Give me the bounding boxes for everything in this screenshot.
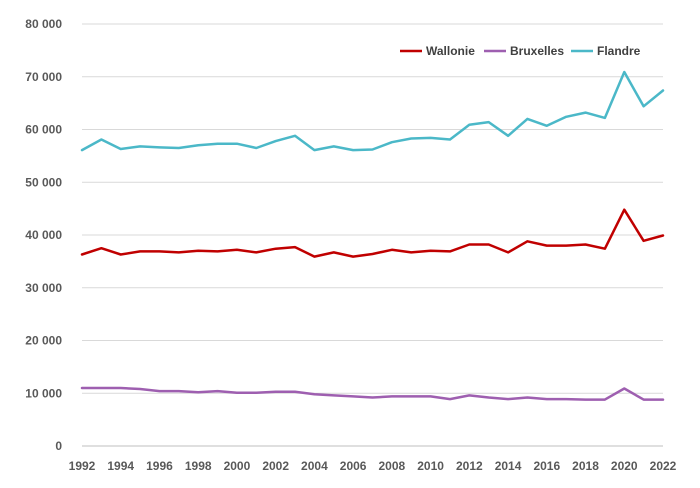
legend: Wallonie Bruxelles Flandre bbox=[400, 44, 641, 58]
x-axis-ticks: 1992 1994 1996 1998 2000 2002 2004 2006 2008 2010… bbox=[69, 459, 677, 473]
legend-label: Wallonie bbox=[426, 44, 475, 58]
legend-label: Flandre bbox=[597, 44, 641, 58]
series-line-bruxelles bbox=[80, 386, 665, 401]
x-tick-label: 1994 bbox=[107, 459, 134, 473]
x-tick-label: 2010 bbox=[417, 459, 444, 473]
y-tick-label: 50 000 bbox=[25, 175, 62, 189]
y-tick-label: 60 000 bbox=[25, 123, 62, 137]
y-tick-label: 80 000 bbox=[25, 17, 62, 31]
y-tick-label: 0 bbox=[55, 439, 62, 453]
x-tick-label: 1998 bbox=[185, 459, 212, 473]
series-lines bbox=[80, 70, 665, 401]
y-tick-label: 30 000 bbox=[25, 281, 62, 295]
x-tick-label: 2022 bbox=[650, 459, 677, 473]
grid-lines bbox=[82, 23, 663, 447]
x-tick-label: 2014 bbox=[495, 459, 522, 473]
x-tick-label: 2002 bbox=[262, 459, 289, 473]
series-line-flandre bbox=[80, 70, 665, 152]
x-tick-label: 2018 bbox=[572, 459, 599, 473]
y-axis-ticks: 0 10 000 20 000 30 000 40 000 50 000 60 000 70 … bbox=[25, 17, 62, 453]
x-tick-label: 2016 bbox=[533, 459, 560, 473]
legend-item-wallonie: Wallonie bbox=[400, 44, 475, 58]
legend-label: Bruxelles bbox=[510, 44, 564, 58]
y-tick-label: 20 000 bbox=[25, 334, 62, 348]
y-tick-label: 70 000 bbox=[25, 70, 62, 84]
x-tick-label: 1992 bbox=[69, 459, 96, 473]
y-tick-label: 10 000 bbox=[25, 386, 62, 400]
x-tick-label: 2004 bbox=[301, 459, 328, 473]
x-tick-label: 2012 bbox=[456, 459, 483, 473]
x-tick-label: 2006 bbox=[340, 459, 367, 473]
x-tick-label: 1996 bbox=[146, 459, 173, 473]
x-tick-label: 2008 bbox=[379, 459, 406, 473]
legend-item-flandre: Flandre bbox=[571, 44, 641, 58]
x-tick-label: 2020 bbox=[611, 459, 638, 473]
x-tick-label: 2000 bbox=[224, 459, 251, 473]
legend-item-bruxelles: Bruxelles bbox=[484, 44, 564, 58]
series-line-wallonie bbox=[80, 208, 665, 258]
y-tick-label: 40 000 bbox=[25, 228, 62, 242]
